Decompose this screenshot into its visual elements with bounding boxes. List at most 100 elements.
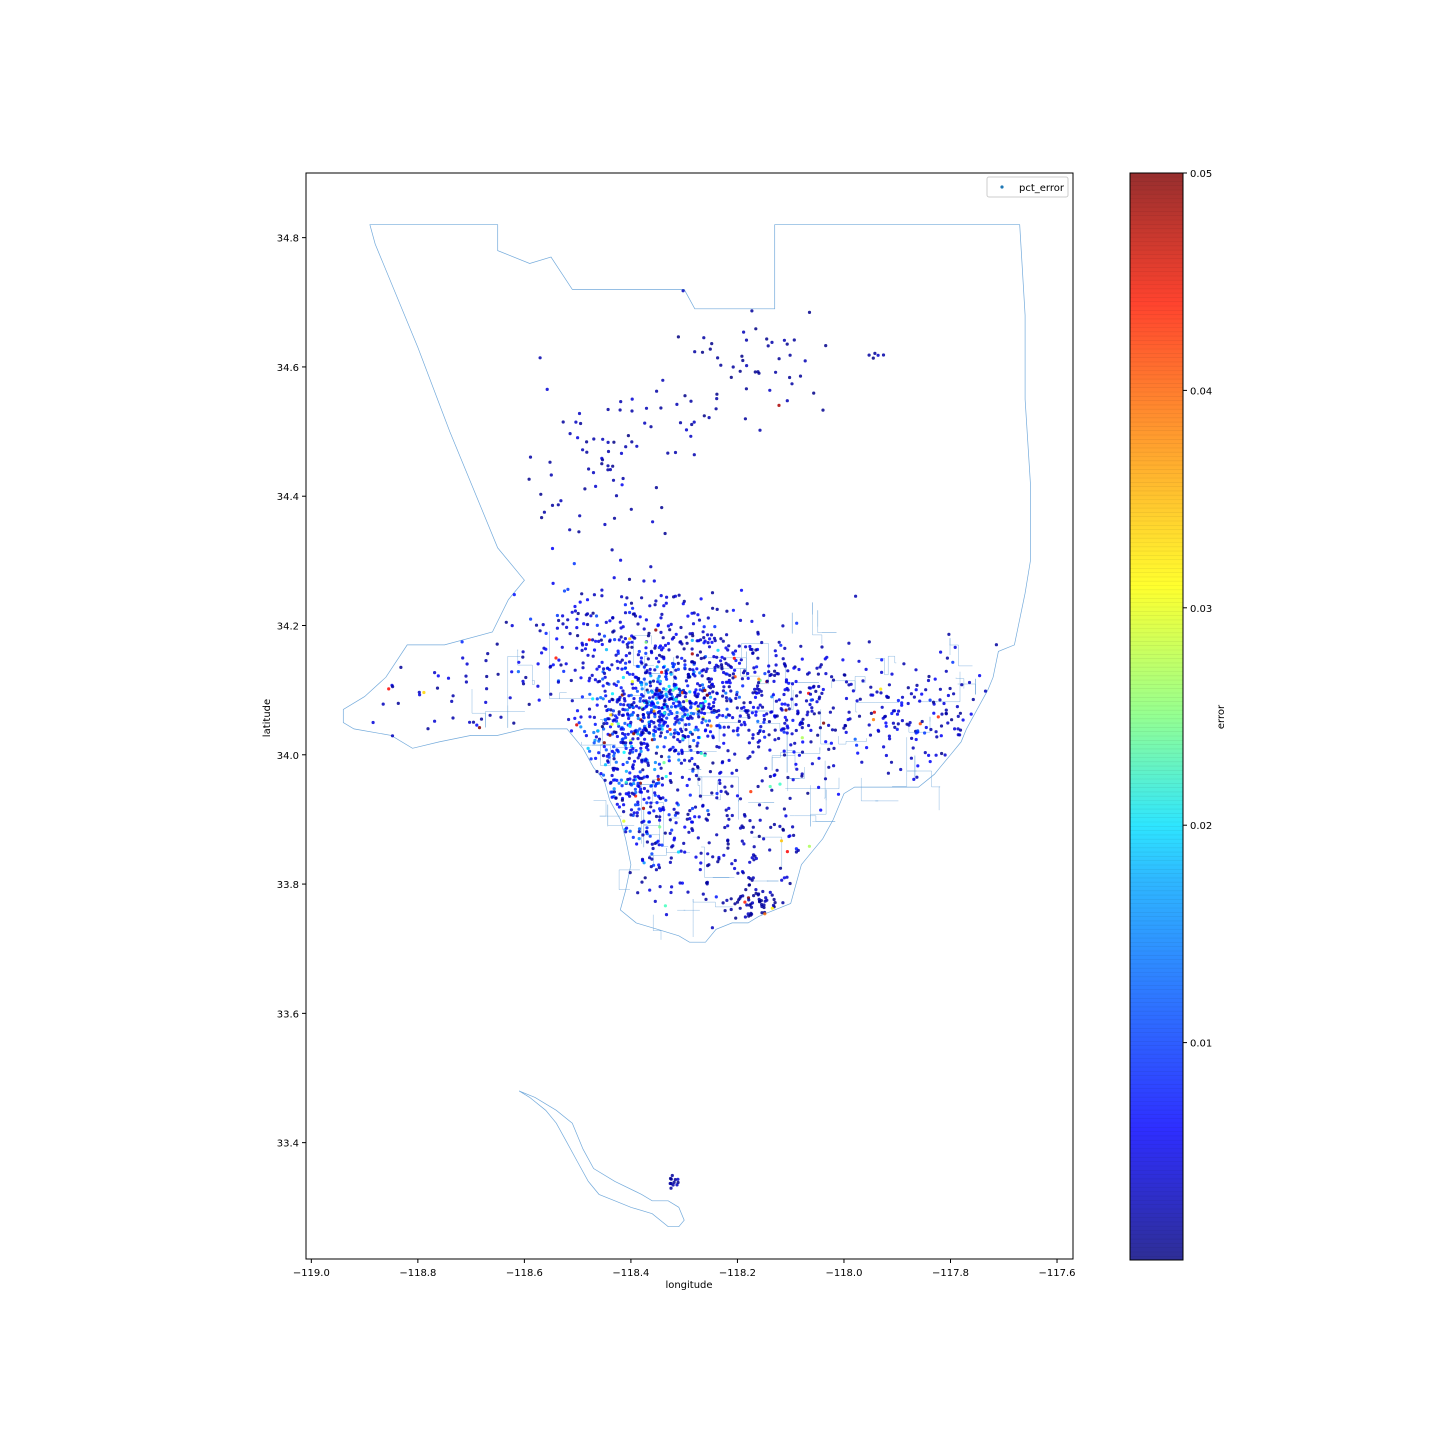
- data-point: [692, 738, 696, 743]
- data-point: [751, 736, 755, 740]
- data-point: [699, 656, 703, 661]
- data-point: [748, 860, 752, 864]
- data-point: [622, 819, 626, 823]
- data-point: [728, 697, 732, 701]
- data-point: [621, 640, 625, 644]
- data-point: [612, 754, 616, 758]
- data-point: [691, 634, 695, 638]
- data-point: [602, 727, 606, 731]
- data-point: [803, 359, 807, 363]
- data-point: [807, 844, 812, 848]
- data-point: [707, 719, 712, 723]
- data-point: [697, 777, 701, 781]
- data-point: [713, 665, 717, 670]
- data-point: [688, 759, 692, 763]
- data-point: [788, 375, 792, 380]
- data-point: [617, 781, 621, 785]
- data-point: [624, 780, 628, 784]
- data-point: [719, 363, 723, 367]
- data-point: [685, 699, 689, 703]
- data-point: [622, 803, 626, 807]
- data-point: [994, 643, 999, 647]
- data-point: [688, 809, 692, 813]
- data-point: [794, 703, 798, 707]
- data-point: [689, 705, 693, 709]
- data-point: [715, 715, 719, 719]
- plot-frame: [305, 172, 1074, 1260]
- data-point: [702, 668, 706, 672]
- data-point: [900, 719, 905, 723]
- data-point: [654, 751, 659, 755]
- data-point: [800, 774, 804, 778]
- data-point: [707, 645, 712, 649]
- data-point: [947, 632, 951, 637]
- data-point: [660, 724, 664, 728]
- data-point: [559, 499, 563, 503]
- data-point: [752, 858, 756, 862]
- data-point: [608, 639, 612, 643]
- data-point: [640, 596, 644, 600]
- data-point: [650, 842, 654, 846]
- data-point: [671, 844, 675, 848]
- data-point: [696, 836, 700, 840]
- data-point: [702, 625, 706, 629]
- data-point: [810, 709, 814, 713]
- data-point: [644, 406, 649, 410]
- colorbar-frame: [1129, 172, 1184, 1261]
- data-point: [686, 890, 690, 894]
- data-point: [747, 715, 751, 720]
- data-point: [815, 666, 819, 670]
- data-point: [678, 740, 682, 744]
- data-point: [555, 613, 560, 618]
- data-point: [711, 761, 715, 765]
- data-point: [534, 623, 539, 627]
- data-point: [655, 782, 659, 786]
- data-point: [715, 655, 719, 659]
- data-point: [555, 637, 559, 641]
- data-point: [672, 735, 676, 739]
- data-point: [678, 691, 682, 695]
- data-point: [880, 658, 884, 662]
- district-boundary: [875, 655, 897, 676]
- data-point: [739, 588, 744, 592]
- district-boundary: [817, 610, 837, 633]
- data-point: [743, 723, 747, 727]
- data-point: [690, 422, 694, 427]
- data-point: [736, 871, 740, 875]
- data-point: [724, 661, 728, 666]
- data-point: [751, 651, 755, 655]
- data-point: [766, 344, 770, 348]
- data-point: [757, 371, 761, 375]
- data-point: [657, 843, 661, 847]
- data-point: [610, 697, 614, 701]
- colorbar-tick-label: 0.01: [1190, 1039, 1212, 1050]
- data-point: [784, 680, 789, 684]
- district-boundary: [648, 848, 690, 864]
- data-point: [743, 669, 747, 673]
- data-point: [551, 663, 555, 667]
- data-point: [660, 690, 664, 694]
- data-point: [689, 748, 693, 752]
- data-point: [686, 614, 690, 618]
- data-point: [762, 613, 766, 618]
- data-point: [371, 720, 375, 725]
- data-point: [686, 713, 690, 717]
- data-point: [769, 825, 773, 830]
- district-boundary: [786, 734, 796, 773]
- data-point: [592, 741, 596, 745]
- data-point: [726, 839, 730, 843]
- data-point: [900, 695, 905, 699]
- data-point: [606, 440, 610, 444]
- data-point: [688, 701, 693, 705]
- data-point: [673, 728, 677, 732]
- data-point: [621, 740, 625, 744]
- data-point: [723, 785, 727, 789]
- data-point: [676, 788, 680, 792]
- data-point: [817, 756, 821, 760]
- data-point: [435, 686, 440, 690]
- data-point: [758, 818, 762, 822]
- data-point: [733, 649, 738, 653]
- data-point: [746, 756, 750, 760]
- data-point: [657, 688, 661, 693]
